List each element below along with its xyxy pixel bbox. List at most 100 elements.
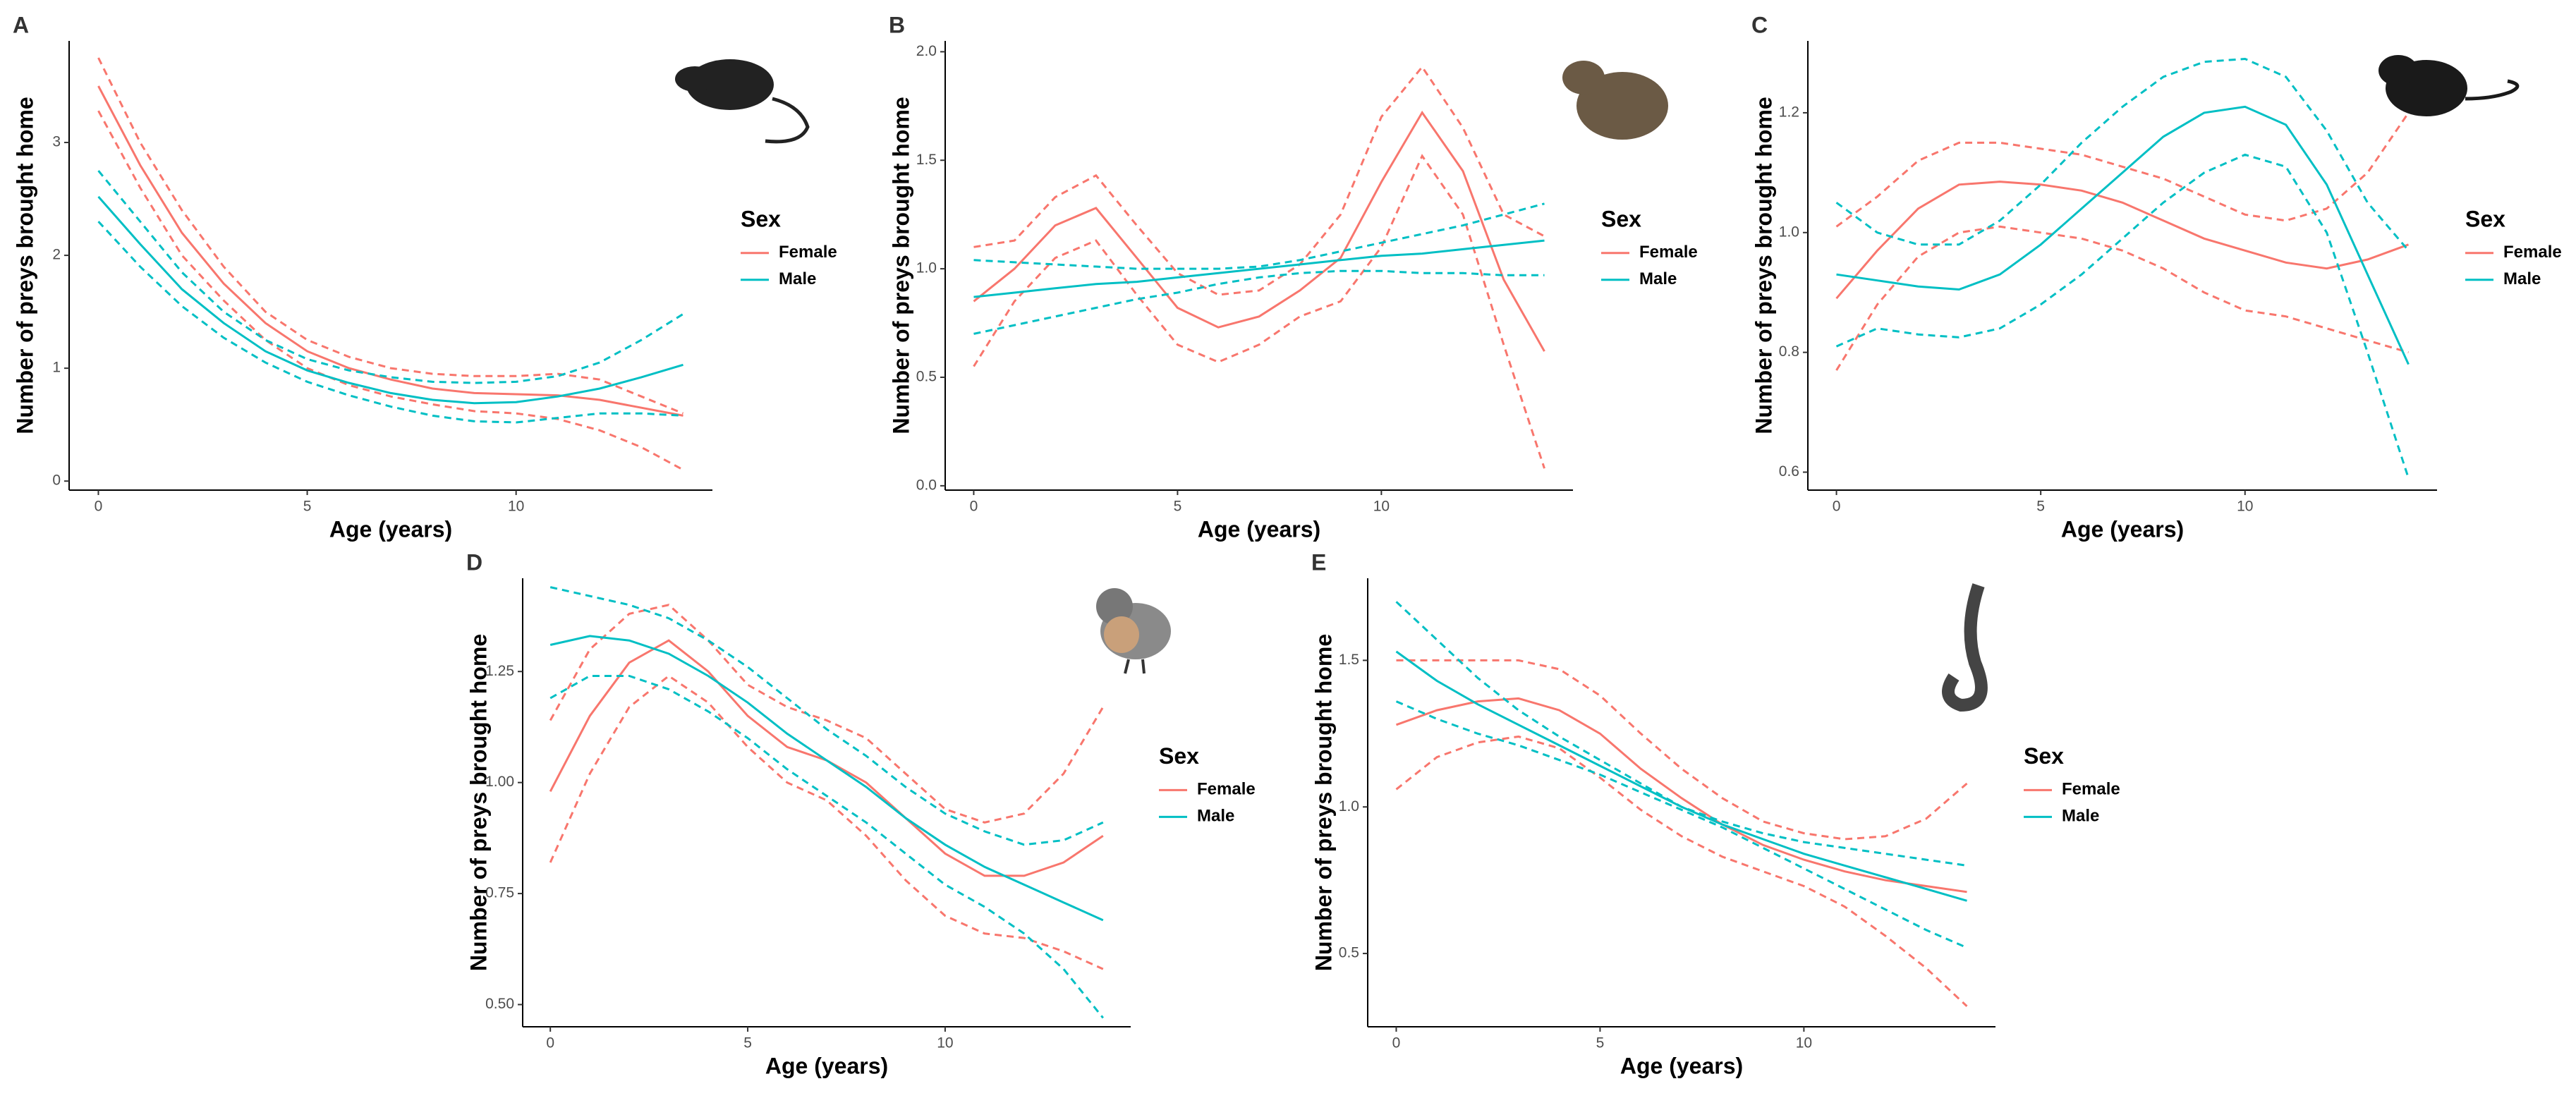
x-tick-label: 10: [1796, 1035, 1812, 1051]
legend-title: Sex: [2465, 206, 2505, 231]
ci-upper: [549, 586, 1104, 846]
x-tick-label: 5: [1596, 1035, 1605, 1051]
ci-upper: [549, 604, 1105, 824]
ci-upper: [97, 170, 684, 384]
legend-title: Sex: [1159, 743, 1199, 769]
legend-label: Female: [2062, 780, 2120, 799]
y-tick-label: 0.5: [1339, 945, 1359, 961]
y-tick-label: 1.0: [1339, 798, 1359, 815]
legend-title: Sex: [741, 206, 781, 231]
x-tick-label: 10: [1373, 499, 1390, 515]
y-tick-label: 1.5: [1339, 652, 1359, 668]
y-axis-title: Number of preys brought home: [466, 634, 491, 971]
x-tick-label: 10: [2237, 499, 2253, 515]
ci-lower: [1835, 153, 2410, 479]
robin-icon: [1096, 588, 1171, 674]
ci-lower: [549, 674, 1104, 970]
y-axis-title: Number of preys brought home: [1311, 634, 1336, 971]
ci-lower: [1395, 700, 1968, 949]
y-tick-label: 1.5: [916, 152, 937, 168]
ci-upper: [1835, 57, 2410, 252]
ci-lower: [973, 269, 1545, 335]
panel-label: B: [889, 12, 905, 37]
x-tick-label: 0: [1833, 499, 1841, 515]
fit-line: [97, 195, 684, 405]
panel-label: A: [13, 12, 29, 37]
y-tick-label: 0.5: [916, 369, 937, 385]
rat-icon: [2378, 55, 2520, 116]
y-tick-label: 1.25: [485, 663, 514, 679]
ci-lower: [1395, 735, 1968, 1007]
legend-title: Sex: [2024, 743, 2064, 769]
fit-line: [549, 639, 1104, 877]
y-tick-label: 2.0: [916, 43, 937, 59]
legend-title: Sex: [1601, 206, 1641, 231]
ci-upper: [973, 202, 1545, 270]
legend-label: Male: [2062, 807, 2099, 826]
y-axis-title: Number of preys brought home: [12, 97, 37, 434]
x-tick-label: 0: [1392, 1035, 1401, 1051]
ci-lower: [97, 110, 684, 471]
fit-line: [1395, 650, 1967, 902]
panel-label: C: [1751, 12, 1768, 37]
ci-lower: [973, 154, 1545, 469]
y-tick-label: 0: [52, 472, 61, 489]
lizard-icon: [1942, 583, 1988, 712]
y-tick-label: 1.2: [1779, 104, 1799, 120]
legend-label: Female: [1197, 780, 1256, 799]
x-axis-title: Age (years): [765, 1053, 888, 1078]
y-tick-label: 1.00: [485, 774, 514, 790]
ci-upper: [1835, 112, 2410, 228]
ci-upper: [1396, 659, 1968, 841]
x-axis-title: Age (years): [1620, 1053, 1743, 1078]
x-axis-title: Age (years): [329, 516, 452, 542]
x-tick-label: 10: [937, 1035, 953, 1051]
y-tick-label: 0.75: [485, 885, 514, 901]
legend-label: Female: [2503, 243, 2562, 262]
x-tick-label: 5: [743, 1035, 752, 1051]
ci-upper: [973, 65, 1545, 296]
y-tick-label: 0.6: [1779, 463, 1799, 480]
legend-label: Female: [1639, 243, 1698, 262]
fit-line: [973, 239, 1545, 298]
y-tick-label: 1.0: [1779, 224, 1799, 240]
legend-label: Male: [779, 269, 816, 288]
legend-label: Male: [2503, 269, 2541, 288]
x-axis-title: Age (years): [2061, 516, 2184, 542]
y-tick-label: 0.50: [485, 996, 514, 1012]
y-tick-label: 3: [52, 134, 61, 150]
x-tick-label: 0: [546, 1035, 554, 1051]
shrew-icon: [675, 59, 810, 144]
fit-line: [549, 635, 1104, 922]
x-tick-label: 0: [95, 499, 103, 515]
x-tick-label: 0: [970, 499, 978, 515]
fit-line: [1835, 181, 2410, 300]
panel-label: E: [1311, 549, 1326, 575]
fit-line: [973, 110, 1545, 352]
ci-lower: [1835, 225, 2409, 371]
fit-line: [1836, 105, 2410, 365]
ci-lower: [97, 221, 684, 424]
legend-label: Male: [1639, 269, 1677, 288]
x-tick-label: 5: [1174, 499, 1182, 515]
ci-upper: [1395, 601, 1967, 867]
y-tick-label: 1.0: [916, 260, 937, 276]
x-axis-title: Age (years): [1198, 516, 1320, 542]
fit-line: [97, 85, 684, 417]
y-tick-label: 0.0: [916, 477, 937, 493]
x-tick-label: 5: [2036, 499, 2045, 515]
fit-line: [1395, 697, 1967, 893]
ci-lower: [549, 675, 1104, 1019]
y-tick-label: 1: [52, 360, 61, 376]
y-tick-label: 2: [52, 247, 61, 263]
legend-label: Male: [1197, 807, 1234, 826]
legend-label: Female: [779, 243, 837, 262]
x-tick-label: 5: [303, 499, 312, 515]
panel-label: D: [466, 549, 482, 575]
x-tick-label: 10: [508, 499, 524, 515]
y-tick-label: 0.8: [1779, 343, 1799, 360]
y-axis-title: Number of preys brought home: [888, 97, 913, 434]
ci-upper: [97, 57, 684, 415]
y-axis-title: Number of preys brought home: [1751, 97, 1776, 434]
